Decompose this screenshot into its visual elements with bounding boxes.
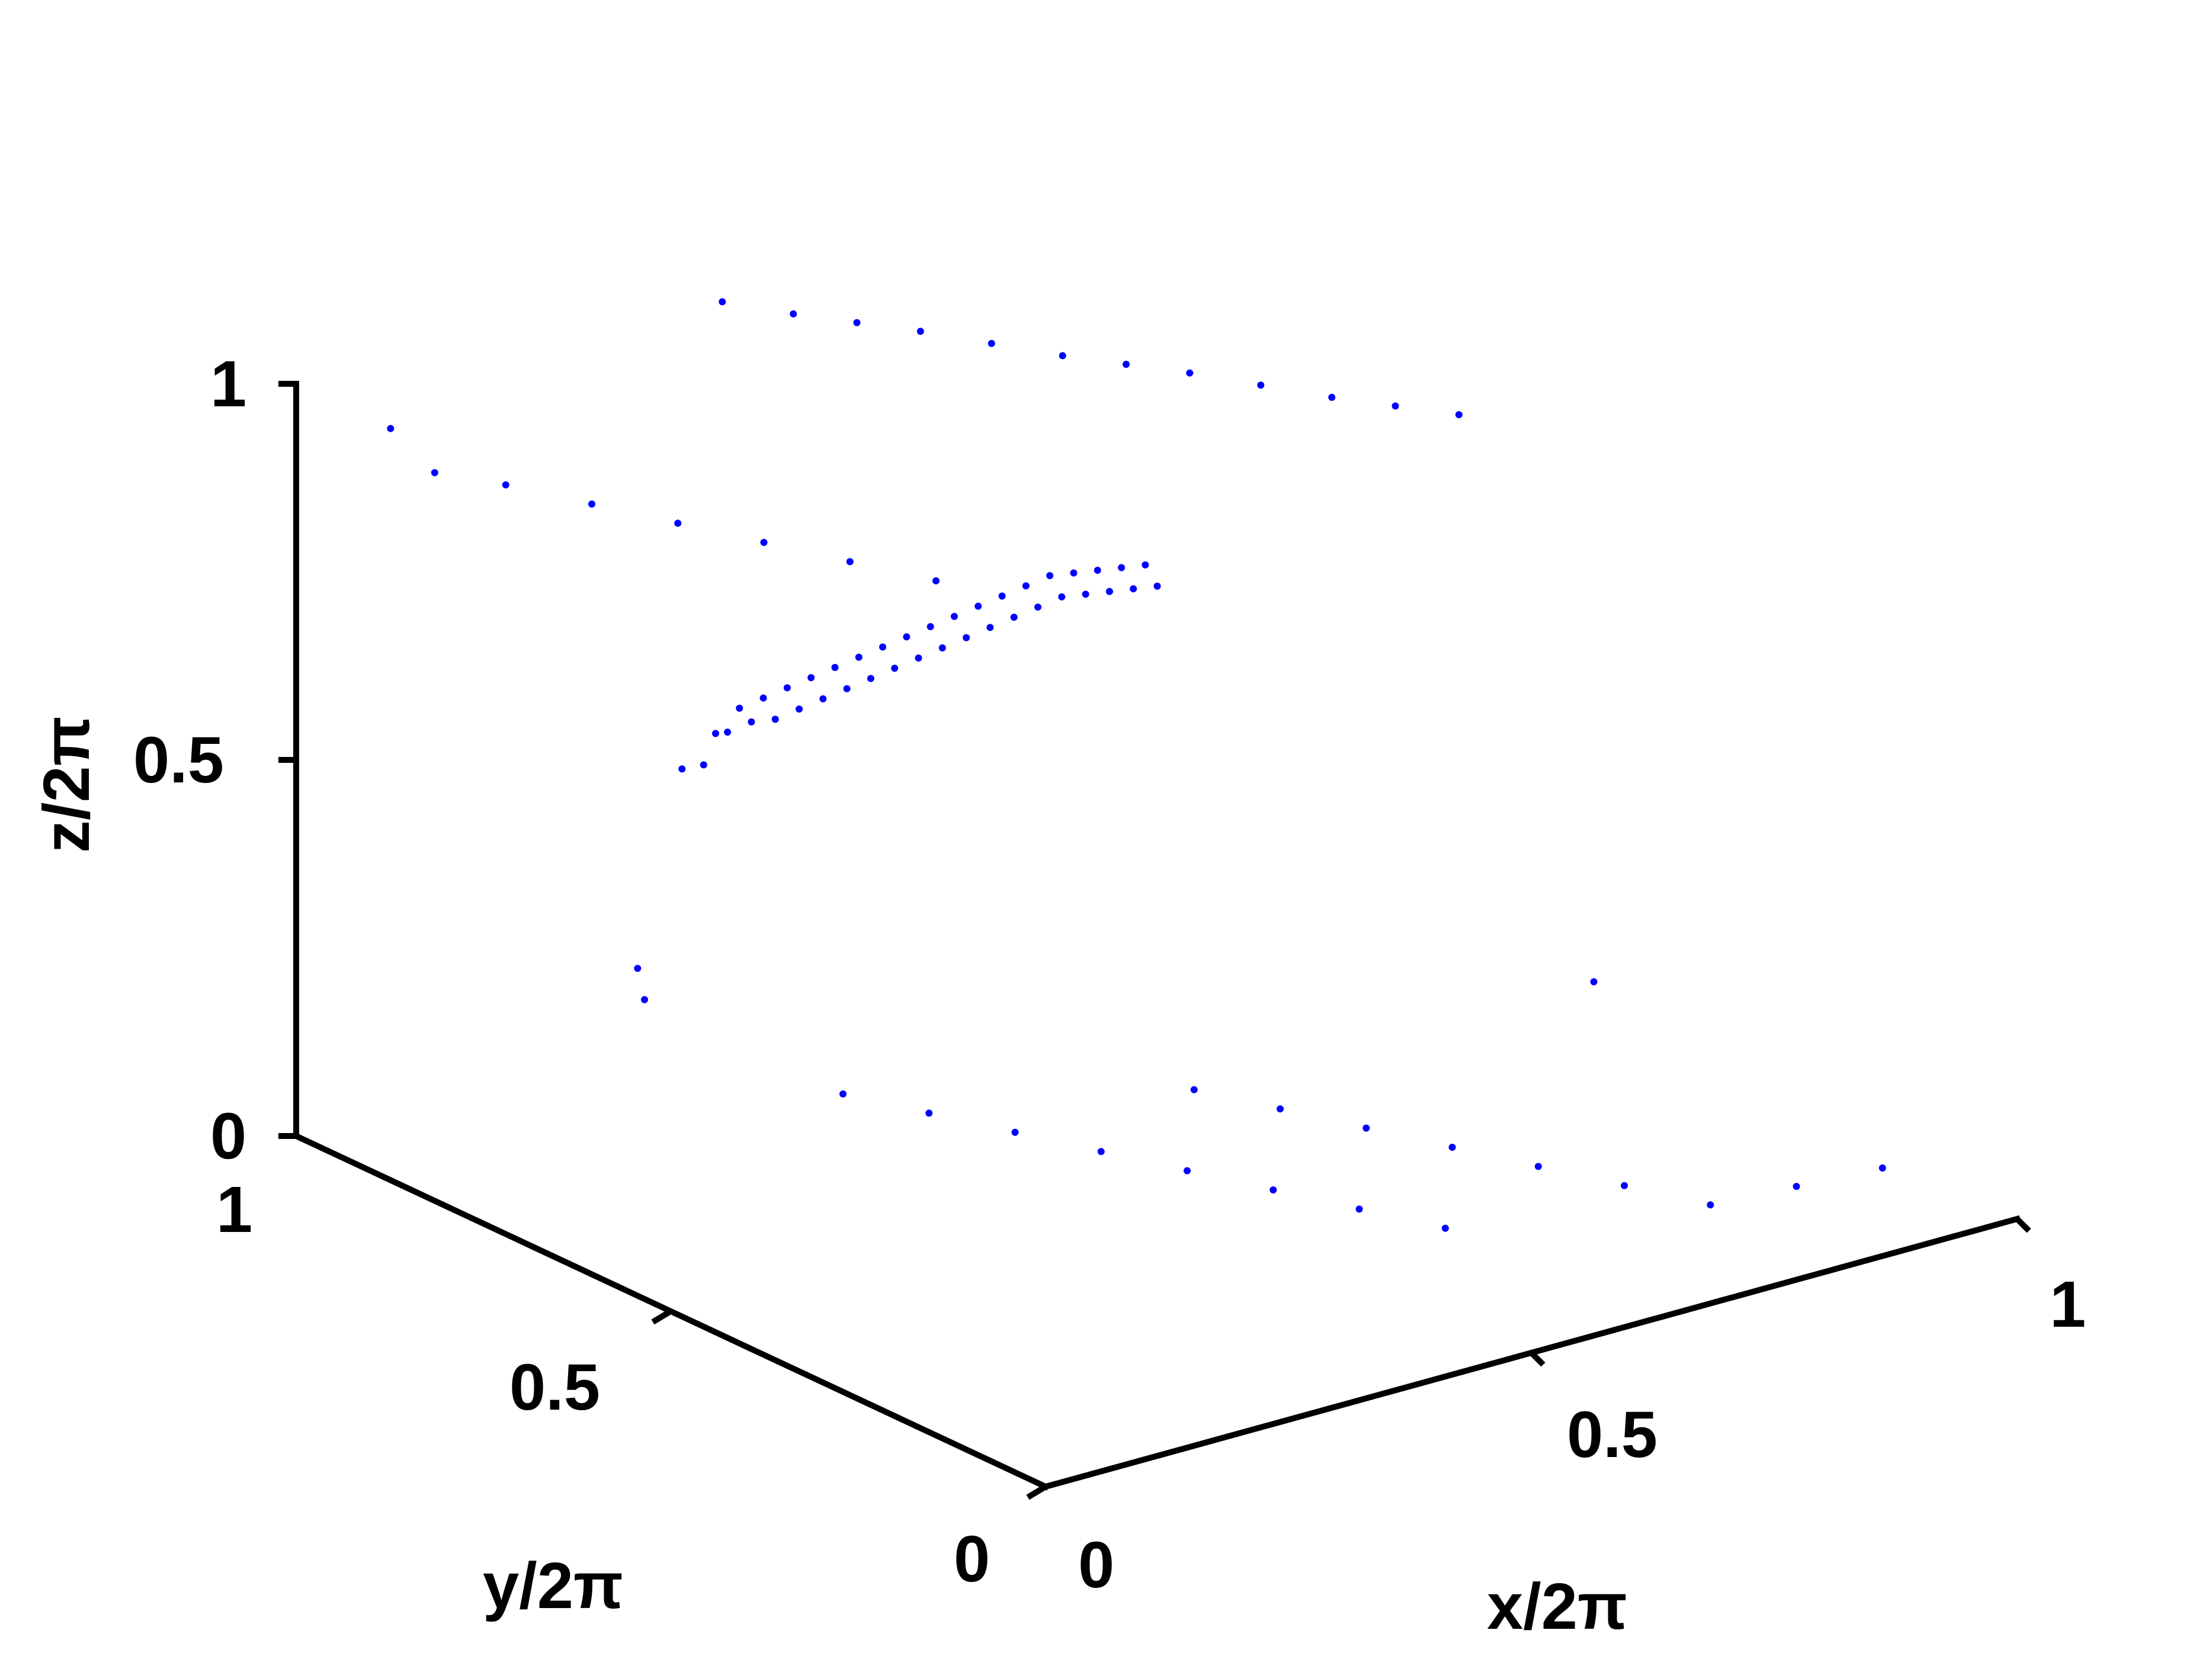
data-point	[1153, 582, 1161, 590]
data-point	[1011, 1128, 1019, 1136]
data-point	[700, 761, 707, 769]
data-point	[387, 425, 395, 432]
data-point	[748, 718, 755, 726]
data-point	[1118, 564, 1126, 572]
z-tick-label: 0	[210, 1100, 246, 1173]
data-point	[950, 612, 958, 620]
data-point	[1070, 569, 1078, 577]
data-point	[1142, 561, 1149, 569]
data-point	[790, 310, 797, 318]
data-point	[855, 653, 863, 661]
data-point	[998, 592, 1006, 600]
data-point	[879, 643, 887, 651]
data-point	[831, 663, 839, 671]
data-point	[853, 319, 861, 326]
y-axis-line	[292, 1132, 1050, 1491]
x-tick-0.5	[1529, 1350, 1546, 1367]
data-point	[1534, 1163, 1542, 1170]
data-point	[932, 577, 940, 585]
data-point	[1270, 1186, 1277, 1193]
data-point	[974, 602, 982, 610]
data-point	[678, 765, 686, 773]
data-point	[839, 1090, 847, 1098]
x-tick-label: 0	[1078, 1529, 1114, 1602]
data-point	[1105, 588, 1113, 595]
data-point	[634, 964, 642, 972]
data-point	[1448, 1144, 1456, 1151]
data-point	[1034, 603, 1041, 611]
data-point	[916, 328, 924, 335]
data-point	[796, 705, 803, 713]
data-point	[759, 694, 767, 702]
data-point	[1363, 1124, 1370, 1132]
data-point	[1707, 1201, 1714, 1209]
data-point	[771, 715, 779, 723]
data-point	[1455, 411, 1463, 419]
x-axis-label: x/2π	[1487, 1570, 1627, 1643]
data-point	[891, 665, 899, 672]
data-point	[1130, 585, 1137, 593]
data-point	[963, 634, 970, 641]
y-axis-label: y/2π	[483, 1549, 623, 1622]
data-point	[807, 674, 815, 682]
data-point	[1123, 361, 1130, 368]
data-point	[1257, 381, 1265, 389]
data-point	[927, 622, 934, 630]
data-point	[1046, 572, 1054, 579]
data-point	[986, 624, 994, 631]
data-point	[867, 675, 874, 682]
data-point	[1059, 352, 1066, 360]
data-point	[1793, 1183, 1800, 1190]
data-point	[736, 704, 743, 712]
data-point	[1082, 591, 1089, 598]
data-point	[1392, 402, 1399, 410]
data-point	[431, 469, 438, 477]
data-point	[783, 684, 791, 692]
data-point	[588, 500, 595, 508]
data-point	[1590, 978, 1598, 986]
data-point	[903, 633, 911, 641]
data-point	[1094, 566, 1101, 574]
data-point	[1022, 582, 1030, 590]
data-point	[711, 730, 719, 737]
y-tick-0	[1026, 1484, 1047, 1500]
y-tick-0.5	[651, 1308, 672, 1325]
data-point	[1328, 393, 1336, 401]
data-point	[915, 654, 922, 662]
data-point	[1058, 593, 1066, 601]
data-point	[724, 729, 732, 736]
data-point	[1190, 1086, 1198, 1093]
data-point	[1355, 1205, 1363, 1213]
z-tick-label: 1	[210, 348, 246, 421]
data-point	[925, 1109, 933, 1117]
y-tick-label: 1	[216, 1173, 252, 1246]
x-tick-1	[2015, 1217, 2031, 1233]
data-point	[674, 519, 682, 527]
data-point	[846, 558, 854, 566]
data-point	[1010, 614, 1018, 621]
data-point	[819, 695, 827, 702]
data-point	[843, 685, 851, 692]
z-tick-label: 0.5	[133, 724, 224, 797]
data-point	[1621, 1182, 1628, 1189]
x-tick-label: 0.5	[1567, 1398, 1658, 1471]
data-point	[1441, 1224, 1449, 1232]
data-point	[1184, 1167, 1191, 1175]
data-point	[502, 481, 509, 489]
data-point	[1277, 1105, 1284, 1113]
data-point	[1097, 1148, 1105, 1156]
y-tick-label: 0	[954, 1523, 990, 1596]
data-point	[988, 339, 995, 347]
y-tick-label: 0.5	[509, 1351, 600, 1424]
z-axis-label: z/2π	[30, 716, 103, 853]
data-point	[760, 538, 768, 546]
data-point	[938, 644, 946, 652]
scatter-points	[387, 298, 1886, 1232]
data-point	[1186, 369, 1194, 377]
data-point	[641, 996, 648, 1003]
data-point	[1878, 1164, 1886, 1172]
data-point	[719, 298, 726, 306]
x-tick-label: 1	[2050, 1268, 2086, 1341]
